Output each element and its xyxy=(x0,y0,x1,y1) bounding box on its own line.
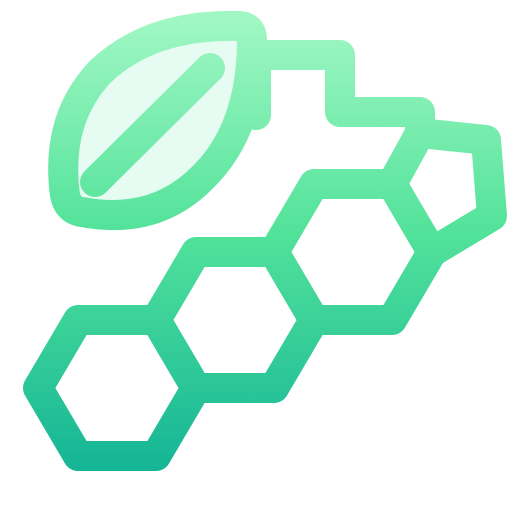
pentagon-ring xyxy=(392,133,492,252)
icon-art xyxy=(38,26,492,456)
phytosterol-icon xyxy=(0,0,512,512)
molecule-tail xyxy=(256,55,420,133)
phytosterol-svg xyxy=(0,0,512,512)
